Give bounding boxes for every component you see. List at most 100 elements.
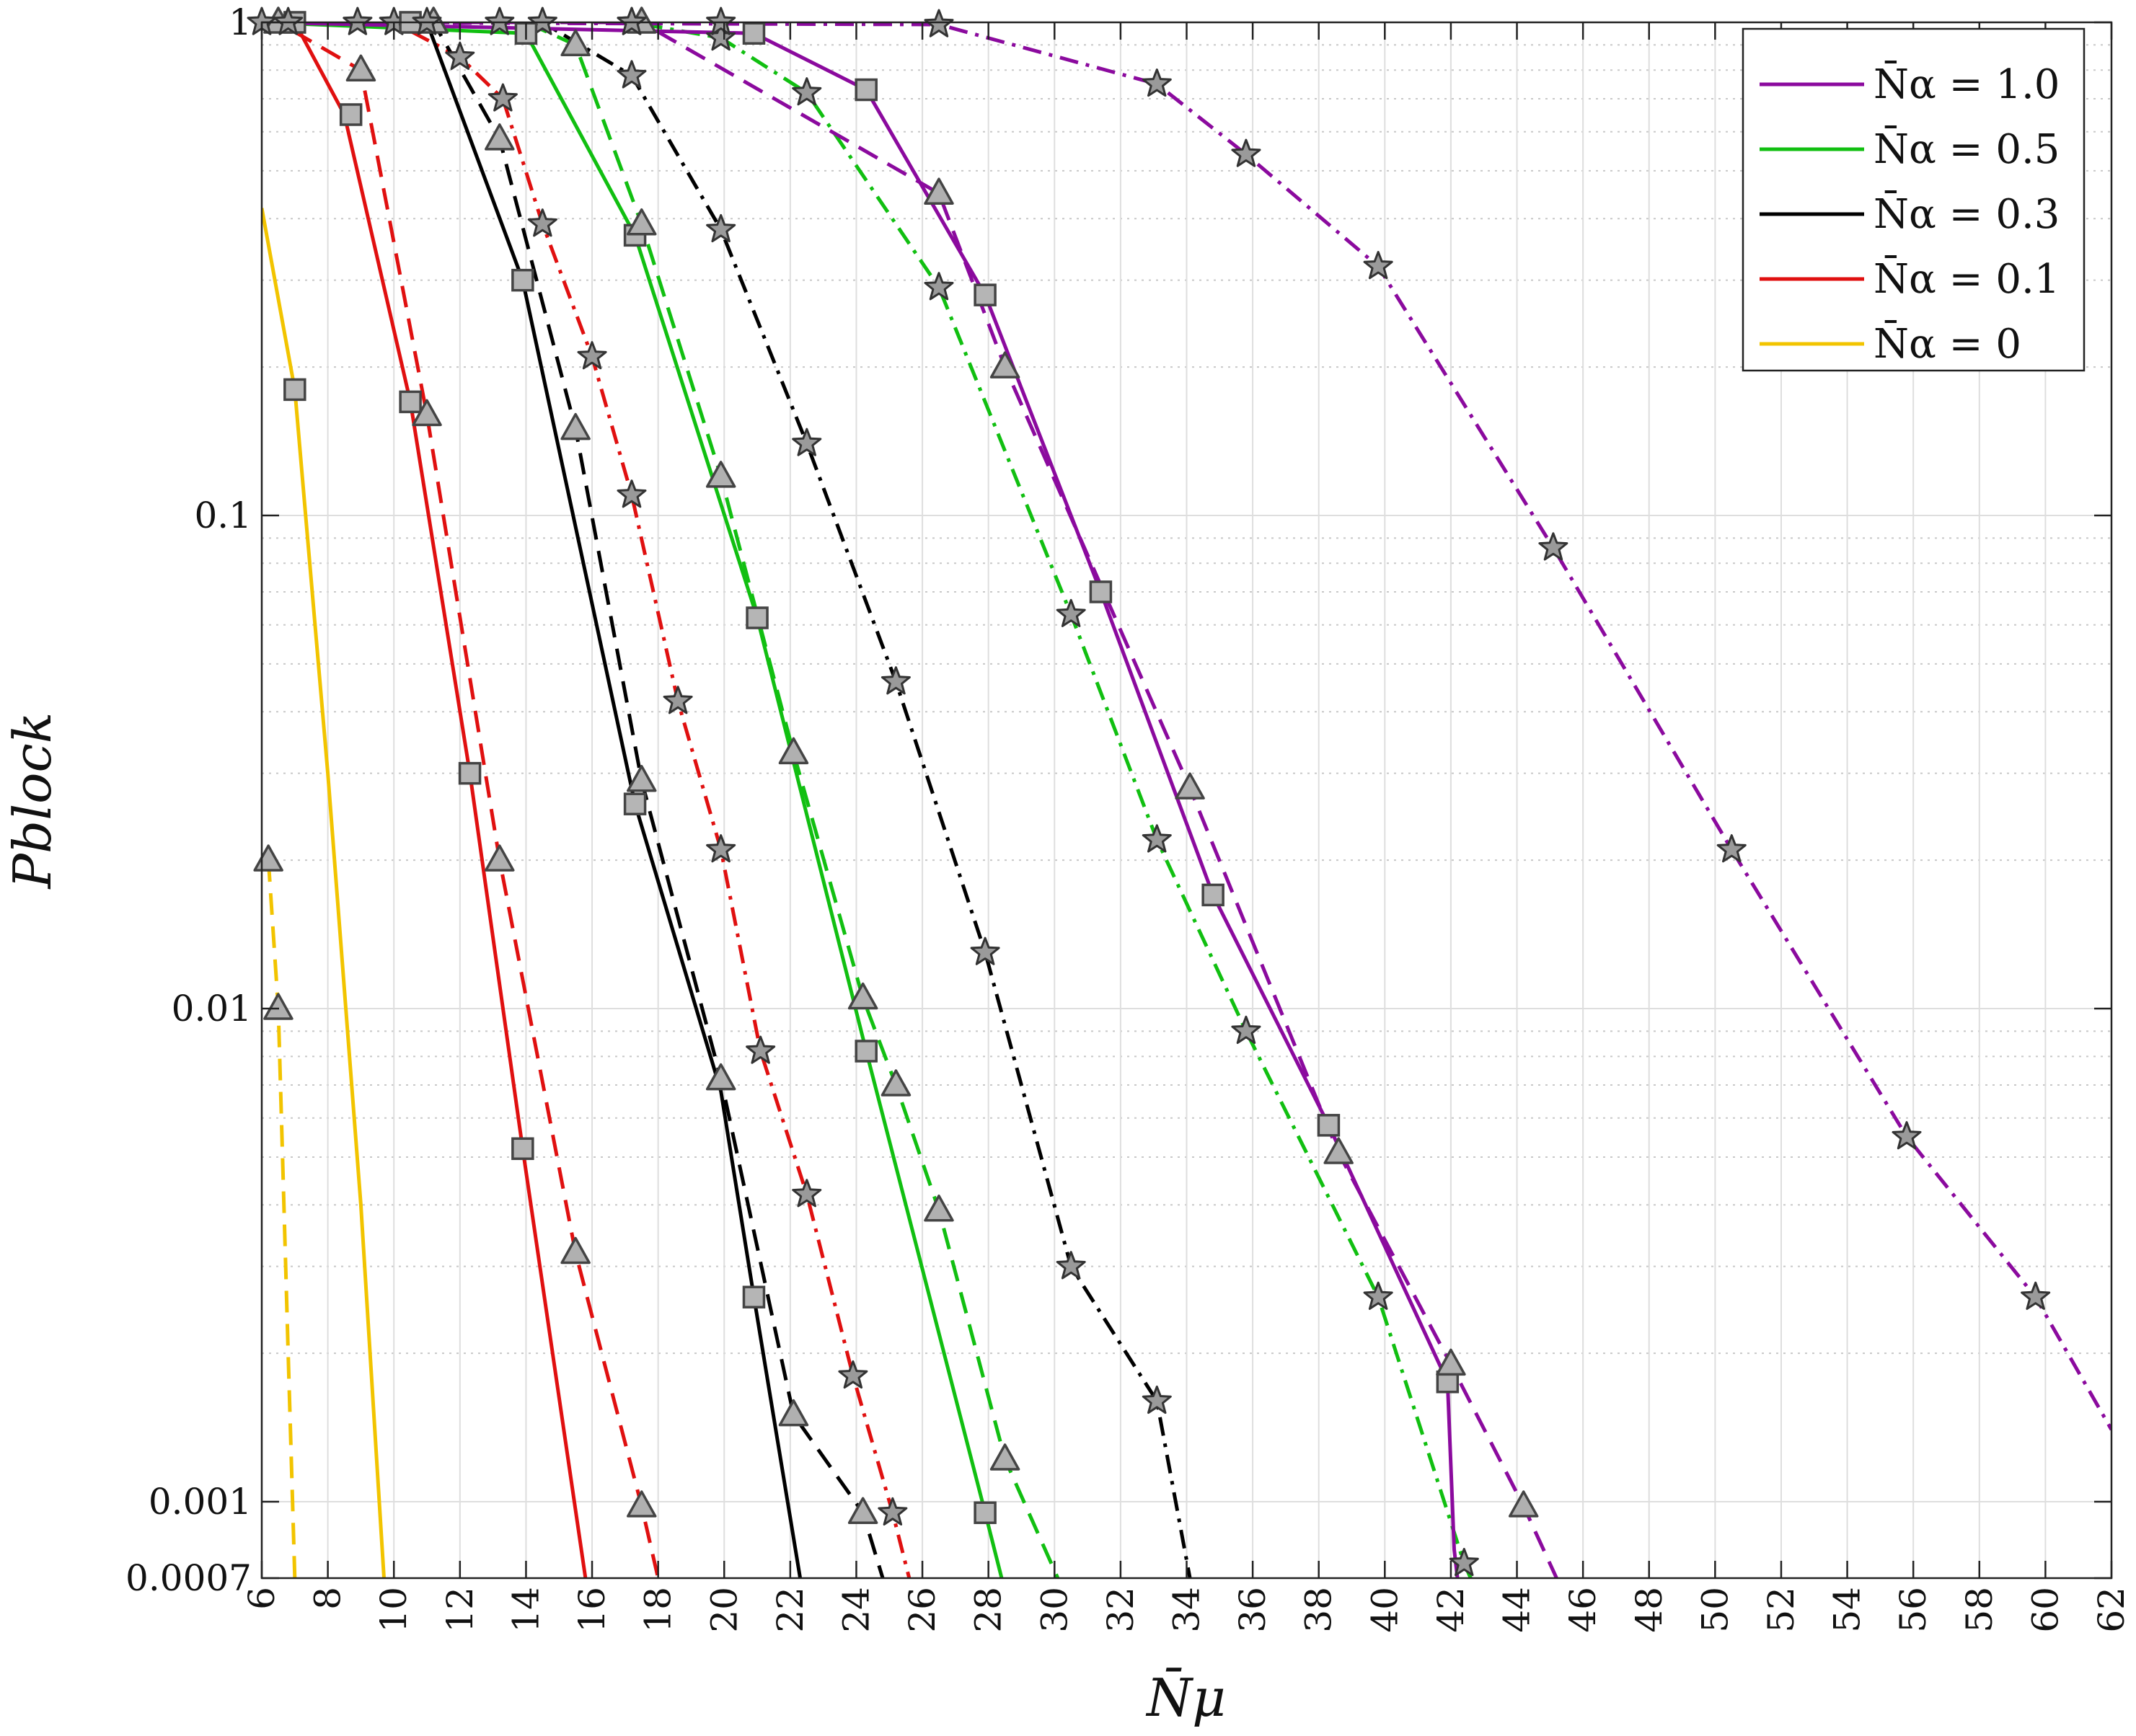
triangle-marker [626,764,657,792]
x-tick-label: 10 [373,1587,415,1633]
star-marker [412,6,442,35]
triangle-marker [924,177,954,205]
square-marker [339,103,363,126]
square-marker [623,792,647,815]
star-marker [706,22,736,51]
star-marker [577,341,607,370]
x-tick-label: 40 [1364,1587,1405,1633]
square-marker [742,22,766,45]
star-marker [881,666,911,695]
square-marker [458,761,482,785]
y-tick-label: 1 [229,1,252,43]
triangle-marker [1323,1137,1354,1164]
x-tick-label: 34 [1166,1587,1208,1633]
x-tick-label: 42 [1430,1587,1472,1633]
square-marker [1089,580,1113,603]
star-marker [1056,1251,1086,1280]
x-tick-label: 62 [2091,1587,2132,1633]
x-tick-label: 28 [968,1587,1010,1633]
star-marker [706,6,736,35]
x-tick-label: 24 [835,1587,877,1633]
star-marker [792,77,822,106]
square-marker [511,268,534,292]
series-line [262,22,1060,1578]
triangle-marker [560,412,591,440]
x-tick-label: 20 [703,1587,745,1633]
square-marker [1317,1114,1341,1137]
star-marker [1363,251,1393,280]
square-marker [399,390,422,414]
square-marker [742,1285,766,1308]
triangle-marker [485,844,515,872]
star-marker [445,41,475,70]
square-marker [855,1040,878,1063]
series-line [262,22,2111,1431]
series-line [262,22,1460,1578]
x-axis-title: N̄μ [1145,1667,1226,1728]
star-marker [1716,834,1747,863]
star-marker [617,479,647,508]
star-marker [1056,598,1086,627]
star-marker [1142,824,1172,853]
x-tick-label: 60 [2024,1587,2066,1633]
square-marker [511,1137,534,1161]
triangle-marker [705,461,736,488]
triangle-marker [847,1497,878,1525]
y-axis-title-text: Pblock [2,712,63,890]
legend-entries: N̄α = 1.0 N̄α = 0.5 N̄α = 0.3 N̄α = 0.1 N̄α … [1760,60,2060,368]
star-marker [746,1035,776,1064]
star-marker [1231,1015,1261,1044]
x-tick-label: 56 [1892,1587,1934,1633]
y-tick-label: 0.01 [172,988,252,1029]
series-line [262,22,661,1578]
star-marker [1363,1281,1393,1310]
triangle-marker [560,29,591,57]
triangle-marker [626,1490,657,1518]
triangle-marker [847,982,878,1010]
star-marker [1231,138,1261,167]
star-marker [1449,1548,1479,1577]
star-marker [970,936,1000,965]
triangle-marker [485,123,515,151]
x-tick-label: 16 [571,1587,613,1633]
x-tick-label: 52 [1760,1587,1802,1633]
triangle-marker [263,993,294,1020]
y-tick-label: 0.001 [149,1481,252,1523]
x-axis-title-text: N̄μ [1145,1667,1226,1728]
star-marker [792,1179,822,1208]
star-marker [1892,1121,1922,1150]
star-marker [924,272,954,301]
x-tick-label: 32 [1100,1587,1142,1633]
x-tick-label: 12 [439,1587,481,1633]
legend-label: N̄α = 0.3 [1874,190,2060,238]
y-tick-label: 0.1 [194,495,252,536]
star-marker [1142,68,1172,97]
square-marker [1201,883,1224,907]
y-tick-label: 0.0007 [125,1557,252,1599]
series-line [266,859,297,1578]
x-tick-label: 8 [307,1587,349,1610]
triangle-marker [1508,1490,1539,1518]
star-marker [487,83,518,112]
triangle-marker [1175,772,1205,800]
star-marker [485,6,515,35]
square-marker [283,378,306,402]
star-marker [1142,1385,1172,1414]
x-tick-label: 58 [1959,1587,2000,1633]
x-tick-label: 18 [637,1587,679,1633]
legend-label: N̄α = 1.0 [1874,60,2060,108]
star-marker [527,208,557,237]
star-marker [706,213,736,243]
square-marker [974,1501,997,1525]
star-marker [663,686,693,714]
square-marker [855,78,878,102]
triangle-marker [626,208,657,236]
x-tick-label: 36 [1232,1587,1274,1633]
star-marker [1538,532,1568,561]
triangle-marker [705,1063,736,1091]
x-axis-ticks: 6 8 10 12 14 16 18 20 22 24 26 28 30 32 34 36 38 40 42 44 46… [241,22,2132,1633]
star-marker [2021,1281,2051,1310]
x-tick-label: 54 [1827,1587,1868,1633]
x-tick-label: 46 [1562,1587,1604,1633]
